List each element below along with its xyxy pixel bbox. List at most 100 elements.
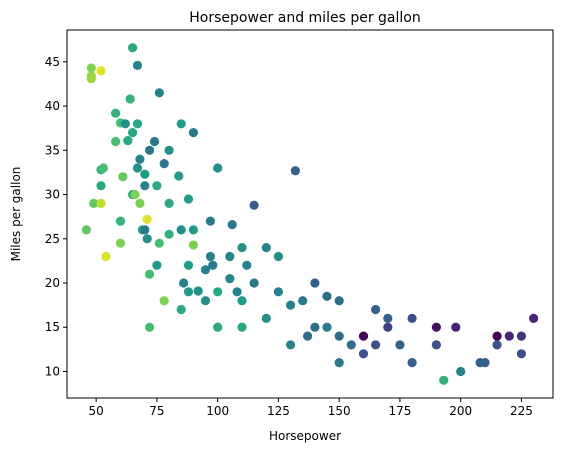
data-point <box>286 300 296 310</box>
y-tick-label: 10 <box>45 364 60 378</box>
data-point <box>125 94 135 104</box>
data-point <box>118 172 128 182</box>
data-point <box>176 119 186 129</box>
x-tick-label: 225 <box>510 404 533 418</box>
data-point <box>451 322 461 332</box>
data-point <box>164 198 174 208</box>
data-point <box>159 159 169 169</box>
data-point <box>152 260 162 270</box>
data-point <box>492 340 502 350</box>
data-point <box>334 331 344 341</box>
data-point <box>174 171 184 181</box>
y-tick-label: 25 <box>45 232 60 246</box>
data-point <box>86 63 96 73</box>
data-point <box>358 349 369 359</box>
y-tick-label: 20 <box>45 276 60 290</box>
data-point <box>504 331 514 341</box>
data-point <box>132 60 143 70</box>
data-point <box>310 278 320 288</box>
data-point <box>135 198 145 208</box>
data-point <box>322 322 332 332</box>
data-point <box>154 238 164 248</box>
data-point <box>407 313 417 323</box>
data-point <box>111 136 121 147</box>
data-point <box>200 296 211 306</box>
data-point <box>208 260 218 270</box>
data-point <box>152 181 162 191</box>
data-point <box>273 251 283 262</box>
x-tick-label: 50 <box>89 404 104 418</box>
data-point <box>480 358 490 368</box>
data-point <box>395 340 405 350</box>
data-point <box>89 198 99 208</box>
data-point <box>176 304 186 315</box>
y-tick-label: 30 <box>45 188 60 202</box>
data-point <box>128 128 138 138</box>
data-point <box>120 119 130 129</box>
y-tick-label: 35 <box>45 143 60 157</box>
data-point <box>310 322 320 332</box>
data-point <box>529 313 539 323</box>
data-point <box>164 145 174 155</box>
data-point <box>183 260 194 270</box>
data-point <box>145 322 155 332</box>
data-point <box>286 340 296 350</box>
data-point <box>383 313 393 323</box>
data-point <box>98 163 108 173</box>
data-point <box>346 340 356 350</box>
data-point <box>237 322 247 332</box>
x-tick-label: 75 <box>149 404 164 418</box>
data-point <box>290 166 300 176</box>
data-point <box>492 331 502 341</box>
data-point <box>188 240 198 250</box>
x-tick-label: 150 <box>328 404 351 418</box>
data-point <box>145 145 155 155</box>
data-point <box>225 274 235 284</box>
data-point <box>86 71 96 81</box>
data-point <box>205 251 215 262</box>
data-point <box>213 322 223 332</box>
y-tick-label: 15 <box>45 320 60 334</box>
data-point <box>154 88 164 98</box>
data-point <box>213 163 223 173</box>
data-point <box>232 287 242 297</box>
data-point <box>237 296 247 306</box>
data-point <box>96 181 106 191</box>
y-axis-title: Miles per gallon <box>9 167 23 262</box>
data-point <box>516 331 527 341</box>
y-tick-label: 40 <box>45 99 60 113</box>
data-point <box>142 214 152 224</box>
data-point <box>149 136 160 147</box>
data-point <box>439 375 449 385</box>
data-point <box>96 198 106 208</box>
y-tick-label: 45 <box>45 55 60 69</box>
data-point <box>145 269 155 279</box>
data-point <box>227 220 237 230</box>
data-point <box>516 349 527 359</box>
data-point <box>431 322 441 332</box>
data-point <box>383 322 393 332</box>
data-point <box>261 313 271 323</box>
data-point <box>183 194 194 204</box>
data-point <box>96 66 106 76</box>
data-point <box>358 331 369 341</box>
data-point <box>322 291 332 301</box>
data-point <box>431 340 441 350</box>
data-point <box>249 278 259 288</box>
data-point <box>128 43 138 53</box>
x-axis-ticks: 50 75 100 125 150 175 200 225 <box>89 398 533 418</box>
data-point <box>261 243 271 253</box>
data-point <box>132 163 143 173</box>
data-point <box>205 216 215 226</box>
data-point <box>407 358 417 368</box>
data-point <box>303 331 313 341</box>
chart-title: Horsepower and miles per gallon <box>189 10 420 26</box>
plot-frame <box>66 29 554 399</box>
data-point <box>334 296 344 306</box>
data-point <box>249 200 259 210</box>
data-point <box>225 251 235 262</box>
data-point <box>188 128 198 138</box>
x-tick-label: 100 <box>206 404 229 418</box>
x-tick-label: 200 <box>449 404 472 418</box>
